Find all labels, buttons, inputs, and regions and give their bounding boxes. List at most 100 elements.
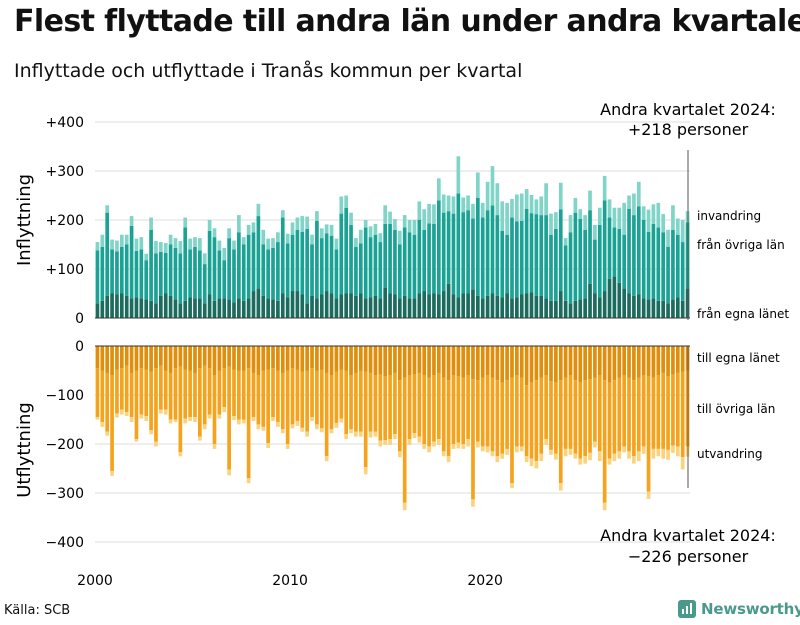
bar-in-2 [436,178,441,201]
bar-in-2 [412,220,417,235]
bar-in-0 [310,295,314,318]
bar-ut-0 [636,346,641,378]
bar-ut-0 [544,346,548,376]
bar-in-1 [627,208,631,294]
bar-in-2 [446,195,451,212]
bar-ut-2 [339,418,344,423]
bar-in-2 [256,203,261,217]
bar-in-0 [222,298,227,318]
bar-in-0 [432,293,436,318]
bar-ut-2 [397,451,402,458]
bar-ut-1 [680,371,685,458]
bar-ut-2 [217,414,222,419]
bar-ut-1 [432,375,436,442]
bar-ut-1 [149,371,153,431]
annotation-in-line2: +218 personer [628,120,749,139]
bar-in-0 [436,294,441,318]
bar-in-0 [163,293,168,318]
bar-in-2 [451,196,456,214]
bar-in-1 [222,260,227,299]
bar-ut-1 [358,370,363,432]
bar-in-1 [373,234,378,296]
bar-in-0 [680,300,685,318]
bar-ut-1 [285,370,290,444]
bar-ut-2 [505,448,509,455]
bar-in-1 [636,206,641,295]
bar-in-2 [471,203,475,219]
bar-in-0 [402,295,407,318]
bar-ut-2 [661,448,666,459]
bar-ut-0 [607,346,612,383]
bar-ut-0 [651,346,656,378]
bar-ut-1 [602,380,607,503]
brand-name: Newsworthy [701,600,800,618]
bar-ut-0 [627,346,631,378]
bar-in-1 [139,249,144,299]
bar-in-0 [324,291,329,318]
bar-in-0 [519,294,524,318]
bar-ut-1 [471,379,475,500]
bar-ut-2 [237,419,241,425]
bar-ut-1 [300,371,305,428]
bar-ut-0 [119,346,124,369]
bar-ut-2 [144,416,149,421]
bar-in-0 [393,294,397,318]
bar-ut-0 [529,346,534,383]
bar-ut-0 [593,346,597,378]
bar-ut-0 [163,346,168,371]
bar-in-1 [441,212,446,292]
bar-in-0 [539,295,544,318]
bar-ut-2 [441,451,446,457]
bar-ut-2 [193,417,197,422]
bar-in-0 [661,300,666,318]
bar-ut-1 [271,368,275,418]
bar-in-1 [105,212,110,296]
bar-in-0 [627,293,631,318]
bar-ut-0 [178,346,183,367]
bar-in-1 [490,205,495,294]
bar-ut-0 [222,346,227,369]
bar-ut-0 [207,346,212,369]
bar-in-1 [251,232,256,292]
bar-ut-1 [183,369,188,419]
bar-ut-0 [441,346,446,378]
bar-in-0 [290,291,295,318]
bar-ut-0 [632,346,636,381]
bar-in-2 [105,205,110,213]
bar-ut-1 [671,374,675,446]
bar-ut-2 [568,448,573,455]
bar-ut-2 [178,452,183,457]
bar-ut-2 [588,452,592,461]
bar-in-2 [588,190,592,211]
bar-ut-1 [573,380,578,454]
bar-ut-1 [246,368,251,479]
bar-ut-1 [490,377,495,452]
bar-in-1 [622,234,626,289]
bar-in-1 [612,227,617,277]
bar-in-0 [237,298,241,318]
bar-ut-2 [261,426,266,431]
annotation-ut-line1: Andra kvartalet 2024: [600,526,776,545]
bar-in-1 [495,215,500,296]
bar-ut-0 [466,346,470,376]
bar-in-0 [490,293,495,318]
bar-in-1 [446,211,451,284]
bar-ut-2 [461,444,466,449]
bar-in-2 [251,222,256,233]
bar-ut-1 [622,375,626,447]
bar-in-1 [632,215,636,296]
bar-ut-0 [534,346,539,381]
bar-ut-2 [159,409,163,414]
bar-ut-0 [329,346,334,376]
bar-ut-0 [310,346,314,369]
bar-in-2 [373,223,378,235]
bar-ut-2 [300,427,305,432]
bar-ut-2 [373,431,378,437]
bar-ut-2 [471,499,475,507]
bar-in-2 [627,195,631,209]
bar-in-2 [490,166,495,206]
bar-in-0 [388,293,392,318]
bar-ut-1 [568,375,573,449]
bar-ut-0 [446,346,451,381]
bar-ut-1 [529,382,534,459]
